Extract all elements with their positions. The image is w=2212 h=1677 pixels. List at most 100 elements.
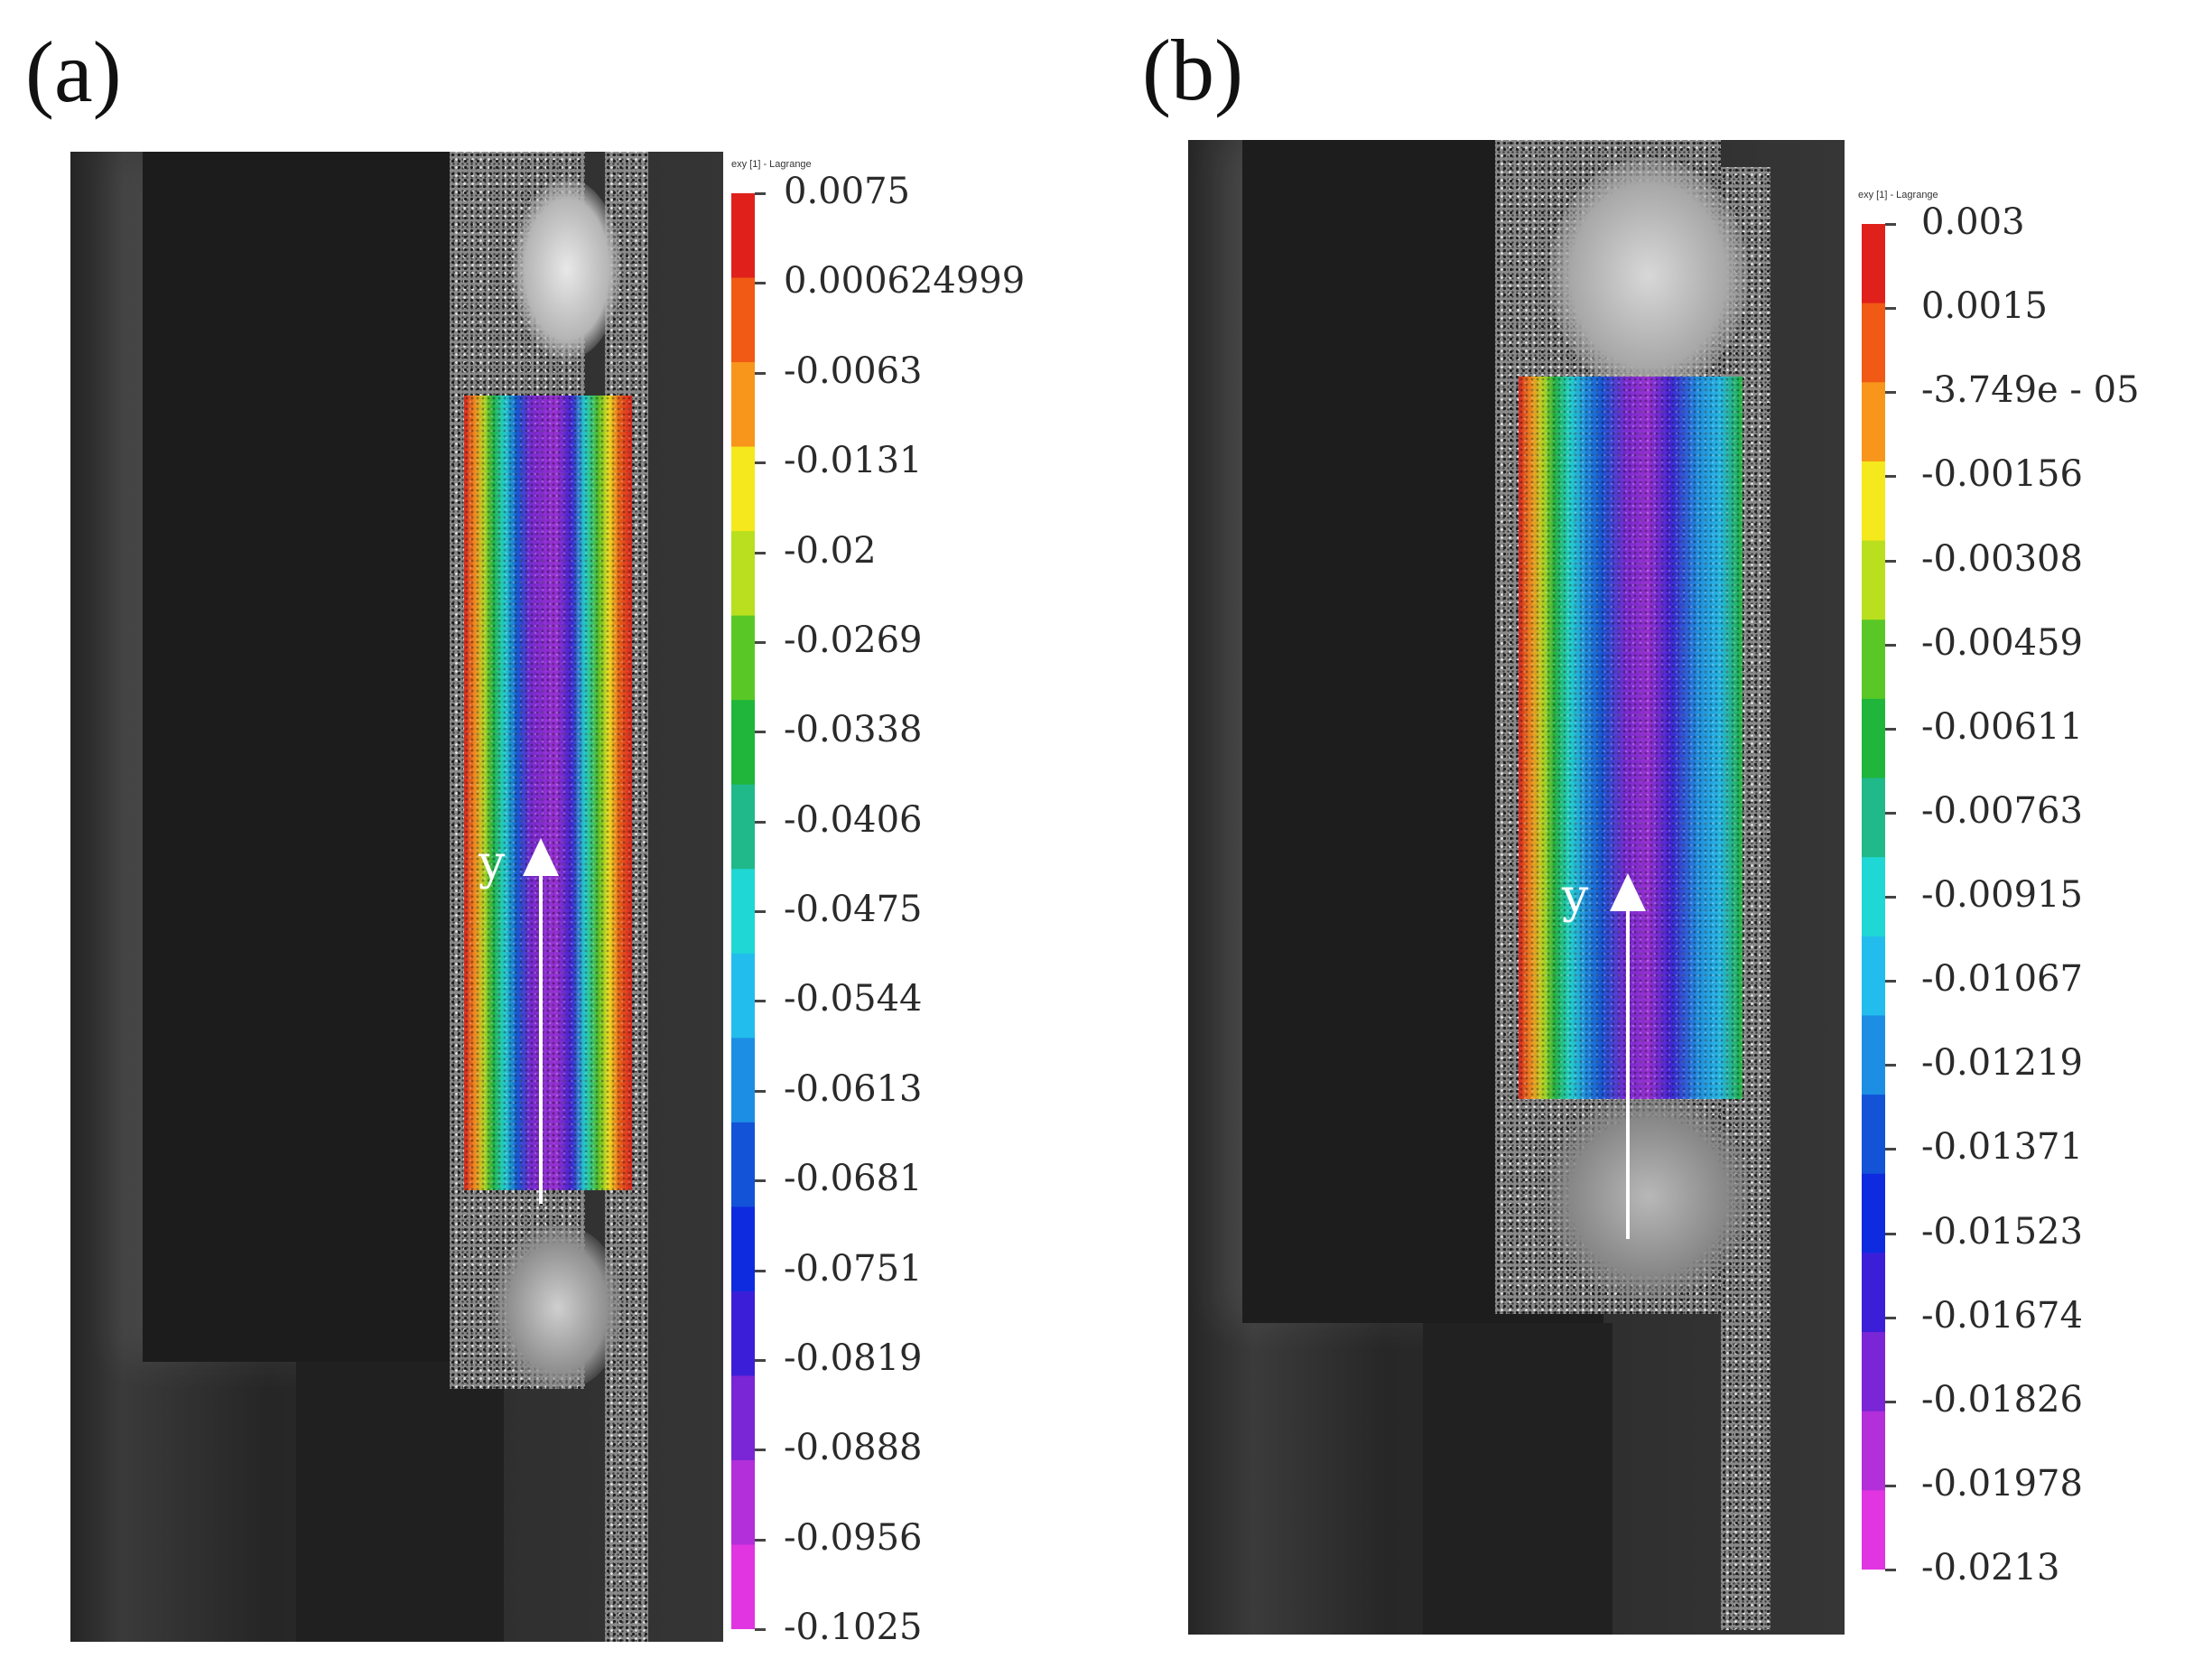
- colorbar-tick-mark: [755, 640, 766, 644]
- colorbar-tick-label: -0.0406: [784, 798, 923, 841]
- colorbar-segment: [1862, 1332, 1885, 1412]
- colorbar-segment: [731, 869, 755, 955]
- panel-b-photo: y: [1188, 140, 1845, 1635]
- colorbar-tick-mark: [755, 1269, 766, 1272]
- colorbar-segment: [1862, 224, 1885, 304]
- colorbar-segment: [1862, 936, 1885, 1016]
- colorbar-tick-mark: [1885, 1148, 1896, 1151]
- colorbar-segment: [1862, 857, 1885, 937]
- bright-reflection-bottom: [495, 1226, 621, 1389]
- colorbar-segment: [731, 1122, 755, 1207]
- colorbar-tick-mark: [755, 461, 766, 465]
- colorbar-segment: [1862, 382, 1885, 462]
- colorbar-b-title: exy [1] - Lagrange: [1858, 190, 1938, 200]
- bright-reflection-top: [513, 179, 621, 359]
- colorbar-segment: [1862, 1490, 1885, 1570]
- colorbar-tick-mark: [1885, 643, 1896, 647]
- colorbar-tick-label: -0.0269: [784, 619, 923, 661]
- colorbar-tick-mark: [755, 282, 766, 285]
- colorbar-segment: [731, 1544, 755, 1629]
- colorbar-tick-mark: [1885, 391, 1896, 395]
- colorbar-tick-label: -0.0544: [784, 978, 923, 1020]
- colorbar-tick-label: -0.01978: [1921, 1462, 2083, 1505]
- colorbar-a: [731, 193, 755, 1629]
- colorbar-segment: [731, 531, 755, 617]
- colorbar-tick-label: -0.0213: [1921, 1547, 2060, 1588]
- colorbar-segment: [731, 1290, 755, 1376]
- colorbar-tick-mark: [1885, 559, 1896, 563]
- y-axis-label: y: [479, 836, 506, 890]
- colorbar-tick-label: -0.01674: [1921, 1294, 2083, 1337]
- panel-b-label: (b): [1142, 22, 1243, 118]
- specimen-speckle-strip: [1721, 167, 1771, 1630]
- colorbar-tick-mark: [755, 731, 766, 734]
- lower-fixture: [296, 1362, 504, 1642]
- colorbar-tick-label: -3.749e - 05: [1921, 369, 2140, 412]
- colorbar-b: [1862, 224, 1885, 1570]
- colorbar-segment: [731, 615, 755, 701]
- colorbar-segment: [1862, 461, 1885, 542]
- colorbar-tick-mark: [755, 1089, 766, 1093]
- bright-reflection-bottom: [1549, 1097, 1748, 1296]
- colorbar-tick-mark: [1885, 811, 1896, 815]
- colorbar-tick-label: -0.01219: [1921, 1042, 2083, 1085]
- colorbar-tick-label: -0.00459: [1921, 621, 2083, 664]
- colorbar-tick-label: -0.00763: [1921, 789, 2083, 832]
- colorbar-tick-label: -0.01371: [1921, 1126, 2083, 1169]
- colorbar-segment: [731, 1207, 755, 1292]
- colorbar-segment: [731, 446, 755, 532]
- colorbar-tick-mark: [755, 910, 766, 913]
- colorbar-tick-mark: [755, 1449, 766, 1452]
- colorbar-segment: [731, 784, 755, 870]
- colorbar-segment: [731, 1038, 755, 1123]
- colorbar-tick-label: -0.0681: [784, 1158, 923, 1200]
- colorbar-tick-mark: [1885, 1569, 1896, 1571]
- colorbar-segment: [1862, 1015, 1885, 1095]
- colorbar-tick-mark: [755, 1628, 766, 1631]
- colorbar-segment: [1862, 1253, 1885, 1333]
- y-axis-label: y: [1562, 870, 1589, 924]
- colorbar-tick-mark: [1885, 727, 1896, 731]
- colorbar-segment: [731, 953, 755, 1039]
- colorbar-tick-mark: [755, 1000, 766, 1003]
- colorbar-tick-mark: [1885, 307, 1896, 311]
- colorbar-tick-mark: [755, 371, 766, 375]
- y-axis-arrow: [1610, 873, 1646, 1239]
- colorbar-segment: [1862, 1095, 1885, 1175]
- colorbar-tick-mark: [1885, 1064, 1896, 1067]
- colorbar-segment: [1862, 303, 1885, 383]
- colorbar-segment: [1862, 1173, 1885, 1253]
- colorbar-tick-label: 0.000624999: [784, 260, 1026, 303]
- colorbar-tick-label: -0.00156: [1921, 453, 2083, 496]
- colorbar-tick-label: 0.0075: [784, 171, 910, 212]
- colorbar-segment: [731, 700, 755, 786]
- colorbar-tick-label: 0.0015: [1921, 285, 2048, 328]
- colorbar-tick-mark: [1885, 223, 1896, 226]
- colorbar-tick-label: -0.00915: [1921, 874, 2083, 916]
- colorbar-segment: [731, 193, 755, 279]
- colorbar-tick-mark: [1885, 1316, 1896, 1319]
- colorbar-tick-mark: [755, 551, 766, 554]
- colorbar-tick-mark: [1885, 475, 1896, 479]
- colorbar-tick-mark: [755, 820, 766, 824]
- colorbar-tick-mark: [1885, 1232, 1896, 1235]
- panel-a-label: (a): [25, 23, 122, 120]
- colorbar-tick-label: -0.0338: [784, 709, 923, 751]
- colorbar-segment: [1862, 620, 1885, 700]
- colorbar-tick-label: -0.0751: [784, 1247, 923, 1290]
- colorbar-tick-label: -0.0819: [784, 1337, 923, 1379]
- colorbar-segment: [731, 362, 755, 448]
- colorbar-tick-label: -0.0613: [784, 1067, 923, 1110]
- y-axis-arrow: [523, 838, 559, 1204]
- colorbar-tick-label: -0.01826: [1921, 1378, 2083, 1421]
- colorbar-tick-mark: [755, 1358, 766, 1362]
- colorbar-tick-mark: [1885, 980, 1896, 983]
- colorbar-tick-mark: [1885, 896, 1896, 899]
- panel-a-photo: y: [70, 152, 723, 1642]
- colorbar-tick-label: -0.01067: [1921, 958, 2083, 1001]
- colorbar-segment: [731, 1459, 755, 1545]
- strain-field-overlay: [1519, 377, 1743, 1099]
- colorbar-tick-label: -0.00611: [1921, 705, 2083, 748]
- colorbar-tick-label: -0.0063: [784, 349, 923, 392]
- colorbar-a-title: exy [1] - Lagrange: [731, 159, 812, 170]
